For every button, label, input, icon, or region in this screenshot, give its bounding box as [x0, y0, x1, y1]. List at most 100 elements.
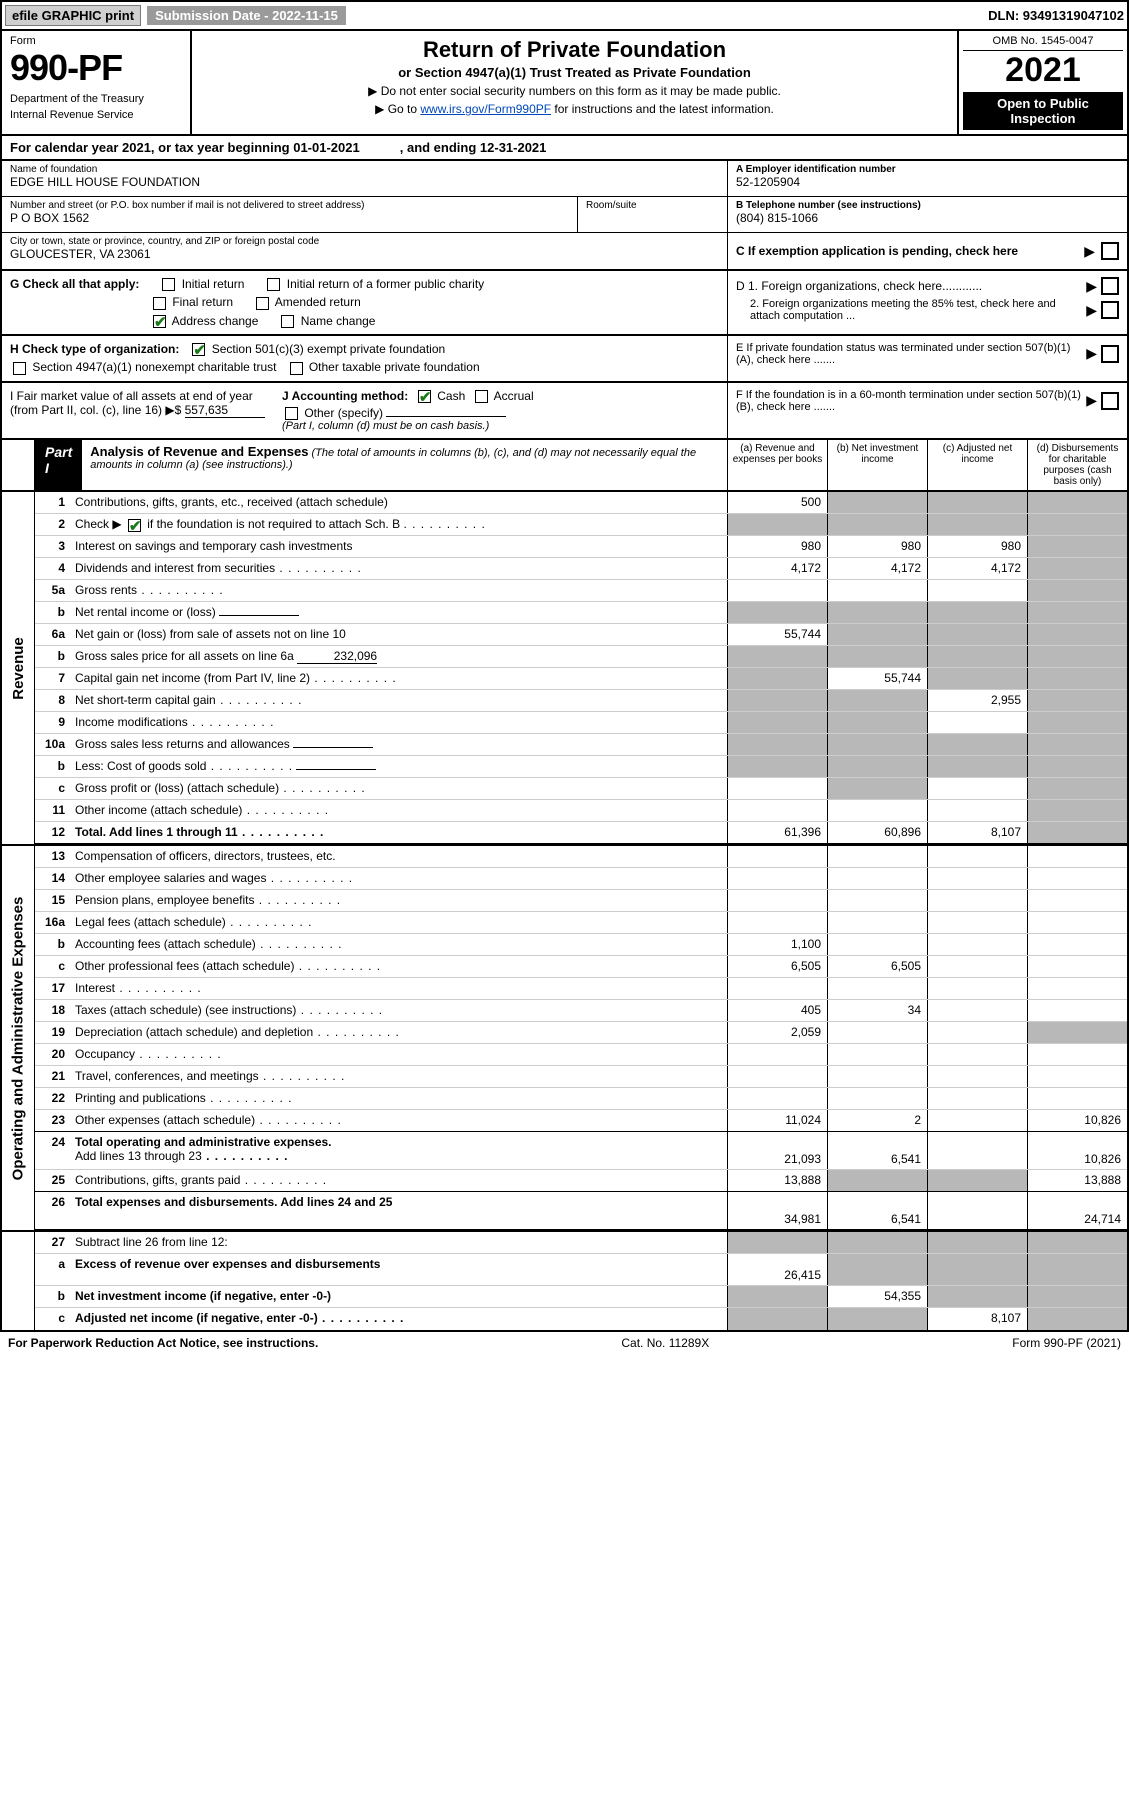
row-i-j-f: I Fair market value of all assets at end… [0, 383, 1129, 441]
line-14: Other employee salaries and wages [71, 868, 727, 889]
col-d-hdr: (d) Disbursements for charitable purpose… [1027, 440, 1127, 490]
cb-initial-former[interactable] [267, 278, 280, 291]
line-8: Net short-term capital gain [71, 690, 727, 711]
dept-treasury: Department of the Treasury [10, 93, 182, 105]
street-address: P O BOX 1562 [10, 211, 569, 225]
cb-d2[interactable] [1101, 301, 1119, 319]
cb-d1[interactable] [1101, 277, 1119, 295]
line-18: Taxes (attach schedule) (see instruction… [71, 1000, 727, 1021]
line-5b: Net rental income or (loss) [71, 602, 727, 623]
line-27c: Adjusted net income (if negative, enter … [71, 1308, 727, 1330]
col-c-hdr: (c) Adjusted net income [927, 440, 1027, 490]
form-ref: Form 990-PF (2021) [1012, 1336, 1121, 1350]
foundation-name-cell: Name of foundation EDGE HILL HOUSE FOUND… [2, 161, 727, 197]
omb-number: OMB No. 1545-0047 [963, 35, 1123, 51]
line-9: Income modifications [71, 712, 727, 733]
form-id-block: Form 990-PF Department of the Treasury I… [2, 31, 192, 134]
line-11: Other income (attach schedule) [71, 800, 727, 821]
ein-cell: A Employer identification number 52-1205… [728, 161, 1127, 197]
line-10c: Gross profit or (loss) (attach schedule) [71, 778, 727, 799]
line-27b: Net investment income (if negative, ente… [71, 1286, 727, 1307]
line-10b: Less: Cost of goods sold [71, 756, 727, 777]
h-block: H Check type of organization: Section 50… [2, 336, 727, 381]
line-24: Total operating and administrative expen… [71, 1132, 727, 1169]
telephone: (804) 815-1066 [736, 211, 1119, 225]
d-block: D 1. Foreign organizations, check here..… [727, 271, 1127, 334]
row-h-e: H Check type of organization: Section 50… [0, 336, 1129, 383]
form-title: Return of Private Foundation [204, 37, 945, 63]
line-16c: Other professional fees (attach schedule… [71, 956, 727, 977]
cb-other-taxable[interactable] [290, 362, 303, 375]
cb-other-acct[interactable] [285, 407, 298, 420]
paperwork-notice: For Paperwork Reduction Act Notice, see … [8, 1336, 318, 1350]
efile-topbar: efile GRAPHIC print Submission Date - 20… [0, 0, 1129, 31]
line-16a: Legal fees (attach schedule) [71, 912, 727, 933]
cb-sch-b[interactable] [128, 519, 141, 532]
line-6b: Gross sales price for all assets on line… [71, 646, 727, 667]
line-21: Travel, conferences, and meetings [71, 1066, 727, 1087]
revenue-label: Revenue [2, 492, 35, 844]
e-block: E If private foundation status was termi… [727, 336, 1127, 381]
col-b-hdr: (b) Net investment income [827, 440, 927, 490]
line-22: Printing and publications [71, 1088, 727, 1109]
row-g-d: G Check all that apply: Initial return I… [0, 271, 1129, 336]
cb-e[interactable] [1101, 345, 1119, 363]
calendar-year-row: For calendar year 2021, or tax year begi… [0, 136, 1129, 161]
form-header: Form 990-PF Department of the Treasury I… [0, 31, 1129, 136]
line-23: Other expenses (attach schedule) [71, 1110, 727, 1131]
form-subtitle: or Section 4947(a)(1) Trust Treated as P… [204, 65, 945, 80]
i-j-block: I Fair market value of all assets at end… [2, 383, 727, 439]
part1-desc: Analysis of Revenue and Expenses (The to… [82, 440, 727, 490]
revenue-section: Revenue 1Contributions, gifts, grants, e… [0, 492, 1129, 846]
irs-link[interactable]: www.irs.gov/Form990PF [420, 102, 551, 116]
cb-amended-return[interactable] [256, 297, 269, 310]
foundation-name: EDGE HILL HOUSE FOUNDATION [10, 175, 719, 189]
g-block: G Check all that apply: Initial return I… [2, 271, 727, 334]
cal-end: , and ending 12-31-2021 [400, 140, 547, 155]
cb-final-return[interactable] [153, 297, 166, 310]
tax-year: 2021 [963, 51, 1123, 90]
line-27: Subtract line 26 from line 12: [71, 1232, 727, 1253]
line-16b: Accounting fees (attach schedule) [71, 934, 727, 955]
line-5a: Gross rents [71, 580, 727, 601]
cb-address-change[interactable] [153, 315, 166, 328]
part1-label: Part I [35, 440, 82, 490]
f-block: F If the foundation is in a 60-month ter… [727, 383, 1127, 439]
line-25: Contributions, gifts, grants paid [71, 1170, 727, 1191]
cb-initial-return[interactable] [162, 278, 175, 291]
cb-4947[interactable] [13, 362, 26, 375]
cb-cash[interactable] [418, 390, 431, 403]
line27-section: 27Subtract line 26 from line 12: aExcess… [0, 1232, 1129, 1332]
submission-date: Submission Date - 2022-11-15 [147, 6, 346, 25]
fmv-value: 557,635 [185, 403, 265, 418]
line-1: Contributions, gifts, grants, etc., rece… [71, 492, 727, 513]
city-cell: City or town, state or province, country… [2, 233, 727, 269]
irs-label: Internal Revenue Service [10, 109, 182, 121]
opex-label: Operating and Administrative Expenses [2, 846, 35, 1230]
line-7: Capital gain net income (from Part IV, l… [71, 668, 727, 689]
cal-begin: For calendar year 2021, or tax year begi… [10, 140, 360, 155]
line-26: Total expenses and disbursements. Add li… [71, 1192, 727, 1229]
form-title-block: Return of Private Foundation or Section … [192, 31, 957, 134]
city-state-zip: GLOUCESTER, VA 23061 [10, 247, 719, 261]
checkbox-c[interactable] [1101, 242, 1119, 260]
form-note1: ▶ Do not enter social security numbers o… [204, 84, 945, 98]
efile-print-btn[interactable]: efile GRAPHIC print [5, 5, 141, 26]
form-number: 990-PF [10, 47, 182, 89]
opex-section: Operating and Administrative Expenses 13… [0, 846, 1129, 1232]
cb-501c3[interactable] [192, 343, 205, 356]
cb-name-change[interactable] [281, 315, 294, 328]
year-block: OMB No. 1545-0047 2021 Open to Public In… [957, 31, 1127, 134]
line-15: Pension plans, employee benefits [71, 890, 727, 911]
page-footer: For Paperwork Reduction Act Notice, see … [0, 1332, 1129, 1354]
cb-accrual[interactable] [475, 390, 488, 403]
identity-block: Name of foundation EDGE HILL HOUSE FOUND… [0, 161, 1129, 271]
line-27a: Excess of revenue over expenses and disb… [71, 1254, 727, 1285]
line-13: Compensation of officers, directors, tru… [71, 846, 727, 867]
ein: 52-1205904 [736, 175, 1119, 189]
part1-header: Part I Analysis of Revenue and Expenses … [0, 440, 1129, 492]
line-6a: Net gain or (loss) from sale of assets n… [71, 624, 727, 645]
form-note2: ▶ Go to www.irs.gov/Form990PF for instru… [204, 102, 945, 116]
exemption-pending: C If exemption application is pending, c… [728, 233, 1127, 269]
cb-f[interactable] [1101, 392, 1119, 410]
